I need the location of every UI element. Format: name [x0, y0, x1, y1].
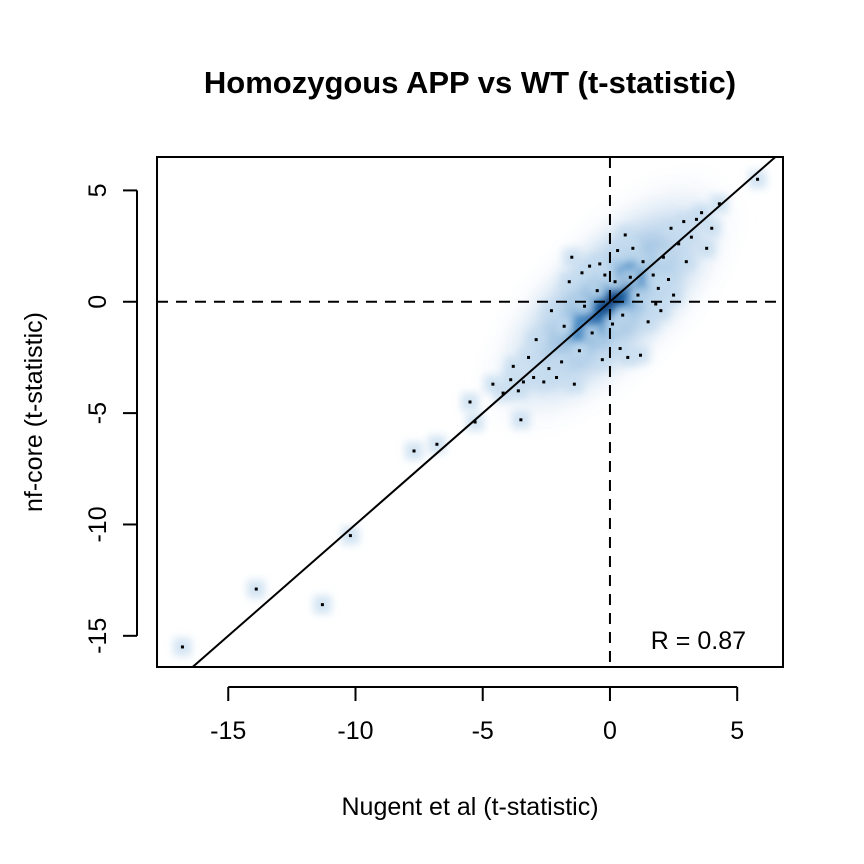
- data-point: [320, 603, 324, 607]
- y-tick-label: 0: [84, 295, 112, 309]
- data-point: [626, 355, 630, 359]
- data-point: [631, 246, 635, 250]
- data-point: [646, 320, 650, 324]
- data-point: [577, 349, 581, 353]
- data-point: [636, 293, 640, 297]
- x-tick-label: -10: [337, 717, 373, 745]
- data-point: [254, 587, 258, 591]
- data-point: [641, 260, 645, 264]
- data-point: [689, 235, 693, 239]
- x-tick-label: 5: [730, 717, 744, 745]
- data-points: [180, 177, 760, 649]
- x-tick-label: -15: [210, 717, 246, 745]
- y-tick-label: 5: [84, 183, 112, 197]
- data-point: [603, 273, 607, 277]
- data-point: [583, 304, 587, 308]
- x-tick-label: -5: [472, 717, 494, 745]
- data-point: [468, 400, 472, 404]
- data-point: [611, 322, 615, 326]
- data-point: [412, 449, 416, 453]
- data-point: [638, 353, 642, 357]
- x-axis: -15 -10 -5 0 5: [210, 686, 744, 745]
- data-point: [572, 382, 576, 386]
- y-tick-label: -5: [84, 402, 112, 424]
- data-point: [532, 375, 536, 379]
- data-point: [654, 302, 658, 306]
- data-point: [588, 264, 592, 268]
- data-point: [666, 277, 670, 281]
- reference-lines: [157, 157, 783, 667]
- data-point: [651, 273, 655, 277]
- data-point: [600, 358, 604, 362]
- data-point: [682, 220, 686, 224]
- data-point: [710, 226, 714, 230]
- plot-frame: [156, 156, 784, 668]
- identity-line: [191, 157, 777, 667]
- chart-title: Homozygous APP vs WT (t-statistic): [204, 65, 736, 100]
- data-point: [616, 249, 620, 253]
- data-point: [547, 367, 551, 371]
- data-point: [672, 293, 676, 297]
- data-point: [473, 420, 477, 424]
- data-point: [677, 242, 681, 246]
- data-point: [527, 355, 531, 359]
- data-point: [659, 309, 663, 313]
- data-point: [491, 382, 495, 386]
- data-point: [501, 391, 505, 395]
- data-point: [516, 389, 520, 393]
- data-point: [521, 380, 525, 384]
- x-axis-label: Nugent et al (t-statistic): [341, 793, 598, 821]
- correlation-annotation: R = 0.87: [651, 627, 746, 655]
- data-point: [694, 217, 698, 221]
- data-point: [717, 202, 721, 206]
- data-point: [567, 280, 571, 284]
- plot-area: [157, 157, 783, 667]
- data-point: [570, 255, 574, 259]
- data-point: [560, 360, 564, 364]
- data-point: [435, 442, 439, 446]
- y-axis: -15 -10 -5 0 5: [84, 183, 138, 654]
- data-point: [684, 260, 688, 264]
- data-point: [534, 338, 538, 342]
- y-tick-label: -10: [84, 506, 112, 542]
- data-point: [598, 262, 602, 266]
- y-tick-label: -15: [84, 618, 112, 654]
- data-point: [580, 271, 584, 275]
- data-point: [180, 645, 184, 649]
- data-point: [555, 375, 559, 379]
- data-point: [590, 331, 594, 335]
- data-point: [756, 177, 760, 181]
- data-point: [621, 313, 625, 317]
- data-point: [656, 286, 660, 290]
- data-point: [519, 418, 523, 422]
- data-point: [705, 246, 709, 250]
- data-point: [549, 309, 553, 313]
- data-point: [669, 226, 673, 230]
- data-point: [509, 378, 513, 382]
- data-point: [542, 380, 546, 384]
- data-point: [661, 255, 665, 259]
- y-axis-label: nf-core (t-statistic): [20, 312, 48, 512]
- data-point: [623, 233, 627, 237]
- data-point: [628, 275, 632, 279]
- data-point: [511, 364, 515, 368]
- data-point: [618, 347, 622, 351]
- data-point: [700, 211, 704, 215]
- data-point: [348, 534, 352, 538]
- data-point: [562, 324, 566, 328]
- x-tick-label: 0: [603, 717, 617, 745]
- data-point: [595, 289, 599, 293]
- data-point: [613, 280, 617, 284]
